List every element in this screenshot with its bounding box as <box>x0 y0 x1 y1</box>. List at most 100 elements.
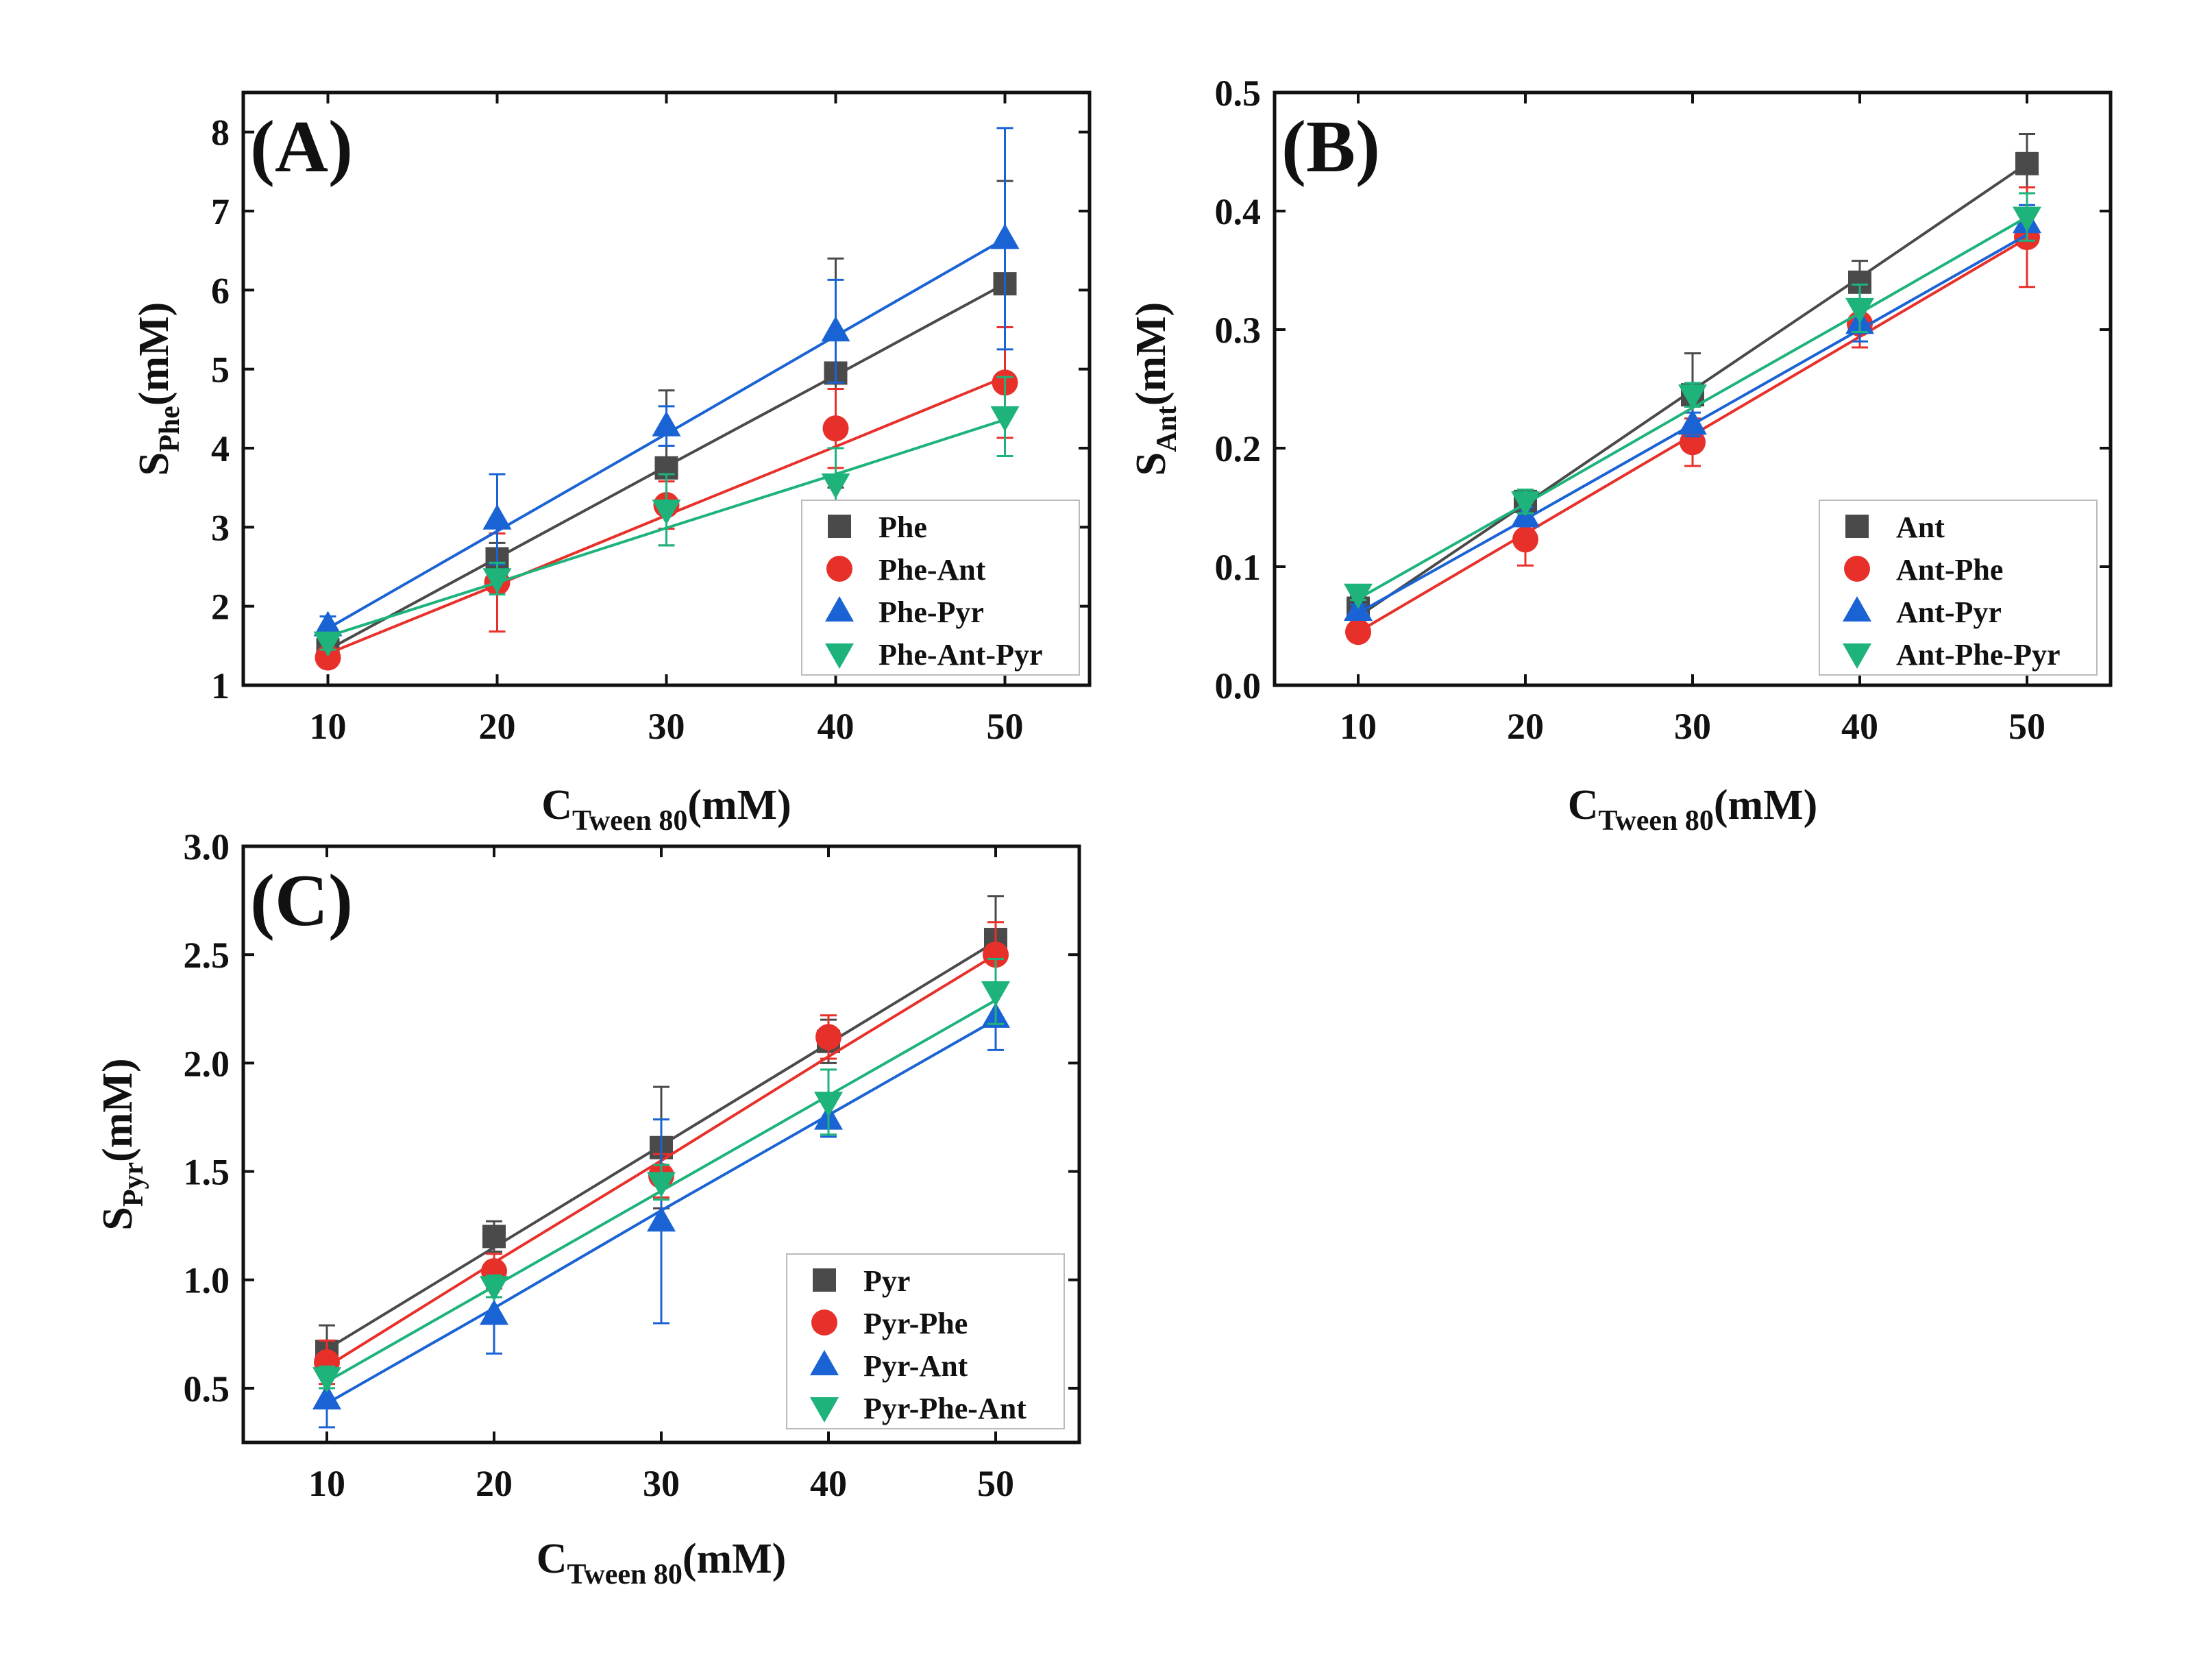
legend-marker <box>1843 596 1871 622</box>
data-point <box>1511 491 1540 517</box>
legend-marker <box>825 643 854 669</box>
panel-a: 10 20 30 40 50 1 2 3 4 5 6 7 8 (A) CTween 80(mM) SPhe(m… <box>131 90 1092 837</box>
data-point <box>480 1299 508 1325</box>
series-ant-phe-pyr <box>1344 192 2041 609</box>
legend-label: Ant <box>1896 511 1945 544</box>
data-point <box>821 316 850 342</box>
x-tick-label: 10 <box>308 1463 345 1504</box>
y-tick-label: 3.0 <box>184 826 230 868</box>
legend-marker <box>811 1310 837 1336</box>
data-point <box>1678 409 1707 435</box>
data-point <box>2015 151 2039 175</box>
data-point <box>2013 206 2041 232</box>
y-tick-label: 7 <box>211 191 230 232</box>
x-tick-label: 40 <box>818 706 855 747</box>
legend-label: Pyr-Phe-Ant <box>863 1392 1027 1425</box>
y-tick-label: 0.4 <box>1215 191 1262 232</box>
y-tick-label: 0.5 <box>184 1368 230 1410</box>
data-point <box>1512 526 1538 553</box>
data-point <box>647 1206 676 1232</box>
x-tick-label: 40 <box>810 1463 847 1504</box>
data-point <box>990 223 1020 249</box>
legend-label: Pyr-Phe <box>863 1307 968 1340</box>
data-point <box>815 1024 841 1050</box>
panel-c: 10 20 30 40 50 0.5 1.0 1.5 2.0 2.5 3.0 (C) CTween 80… <box>95 826 1081 1590</box>
data-point <box>315 644 341 671</box>
series-phe-pyr <box>313 127 1020 637</box>
legend-label: Phe-Ant-Pyr <box>878 638 1043 672</box>
legend-label: Pyr-Ant <box>863 1349 968 1383</box>
x-tick-label: 20 <box>479 706 516 747</box>
legend-marker <box>1844 556 1870 582</box>
data-point <box>814 1092 843 1118</box>
data-point <box>822 415 849 442</box>
data-point <box>312 1384 341 1410</box>
data-point <box>652 410 681 437</box>
x-tick-label: 40 <box>1841 706 1878 747</box>
y-tick-label: 0.2 <box>1215 428 1262 469</box>
y-axis-label: SAnt(mM) <box>1128 302 1183 476</box>
data-point <box>312 1367 341 1393</box>
data-point <box>1344 583 1373 609</box>
x-tick-label: 30 <box>643 1463 680 1504</box>
panel-label: (B) <box>1281 106 1380 188</box>
x-tick-label: 50 <box>977 1463 1014 1504</box>
data-point <box>983 942 1009 968</box>
series-pyr-phe-ant <box>312 958 1010 1393</box>
x-axis-label: CTween 80(mM) <box>541 782 791 837</box>
data-point <box>981 981 1010 1007</box>
y-tick-label: 0.1 <box>1215 547 1262 588</box>
legend-marker <box>813 1268 836 1292</box>
data-point <box>482 504 512 530</box>
data-point <box>480 1276 508 1302</box>
data-point <box>313 631 343 657</box>
data-point <box>1678 384 1707 410</box>
y-tick-label: 0.5 <box>1215 73 1262 114</box>
panel-b: 10 20 30 40 50 0.0 0.1 0.2 0.3 0.4 0.5 (B) CTween 80… <box>1128 73 2113 837</box>
y-tick-label: 2.5 <box>184 935 230 976</box>
legend-label: Ant-Pyr <box>1896 595 2002 629</box>
y-tick-label: 8 <box>211 112 230 153</box>
data-point <box>482 1225 506 1249</box>
legend-marker <box>810 1397 839 1423</box>
y-tick-label: 2 <box>211 587 230 628</box>
x-axis-label: CTween 80(mM) <box>1568 782 1818 837</box>
legend: Ant Ant-Phe Ant-Pyr Ant-Phe-Pyr <box>1819 500 2098 676</box>
x-tick-label: 10 <box>1340 706 1377 747</box>
panel-label: (A) <box>250 106 353 188</box>
y-axis-label: SPhe(mM) <box>131 302 186 476</box>
legend-label: Phe-Pyr <box>878 595 984 629</box>
data-point <box>482 568 512 594</box>
y-tick-label: 1.0 <box>184 1260 230 1301</box>
x-tick-label: 20 <box>1507 706 1544 747</box>
y-tick-label: 0.3 <box>1215 310 1262 351</box>
y-tick-label: 4 <box>211 428 230 469</box>
legend-marker <box>825 596 854 622</box>
x-tick-label: 20 <box>476 1463 513 1504</box>
panel-label: (C) <box>250 860 353 942</box>
legend-marker <box>810 1350 839 1375</box>
legend-marker <box>1843 643 1871 669</box>
data-point <box>1845 297 1874 323</box>
legend-label: Pyr <box>863 1264 910 1298</box>
y-tick-label: 2.0 <box>184 1043 230 1084</box>
y-tick-label: 3 <box>211 507 230 548</box>
y-tick-label: 6 <box>211 270 230 311</box>
x-tick-label: 30 <box>648 706 685 747</box>
legend-label: Phe <box>878 511 927 544</box>
x-tick-label: 30 <box>1674 706 1711 747</box>
y-axis-label: SPyr(mM) <box>95 1058 149 1230</box>
legend: Phe Phe-Ant Phe-Pyr Phe-Ant-Pyr <box>801 500 1080 676</box>
y-tick-label: 1 <box>211 665 230 706</box>
data-point <box>1345 619 1371 646</box>
data-point <box>313 611 343 637</box>
legend-marker <box>826 556 852 582</box>
data-point <box>652 499 681 525</box>
data-point <box>647 1172 676 1198</box>
data-point <box>821 473 850 499</box>
x-axis-label: CTween 80(mM) <box>537 1536 787 1590</box>
legend-marker <box>1845 515 1869 538</box>
legend: Pyr Pyr-Phe Pyr-Ant Pyr-Phe-Ant <box>786 1253 1065 1429</box>
legend-label: Phe-Ant <box>878 553 986 587</box>
